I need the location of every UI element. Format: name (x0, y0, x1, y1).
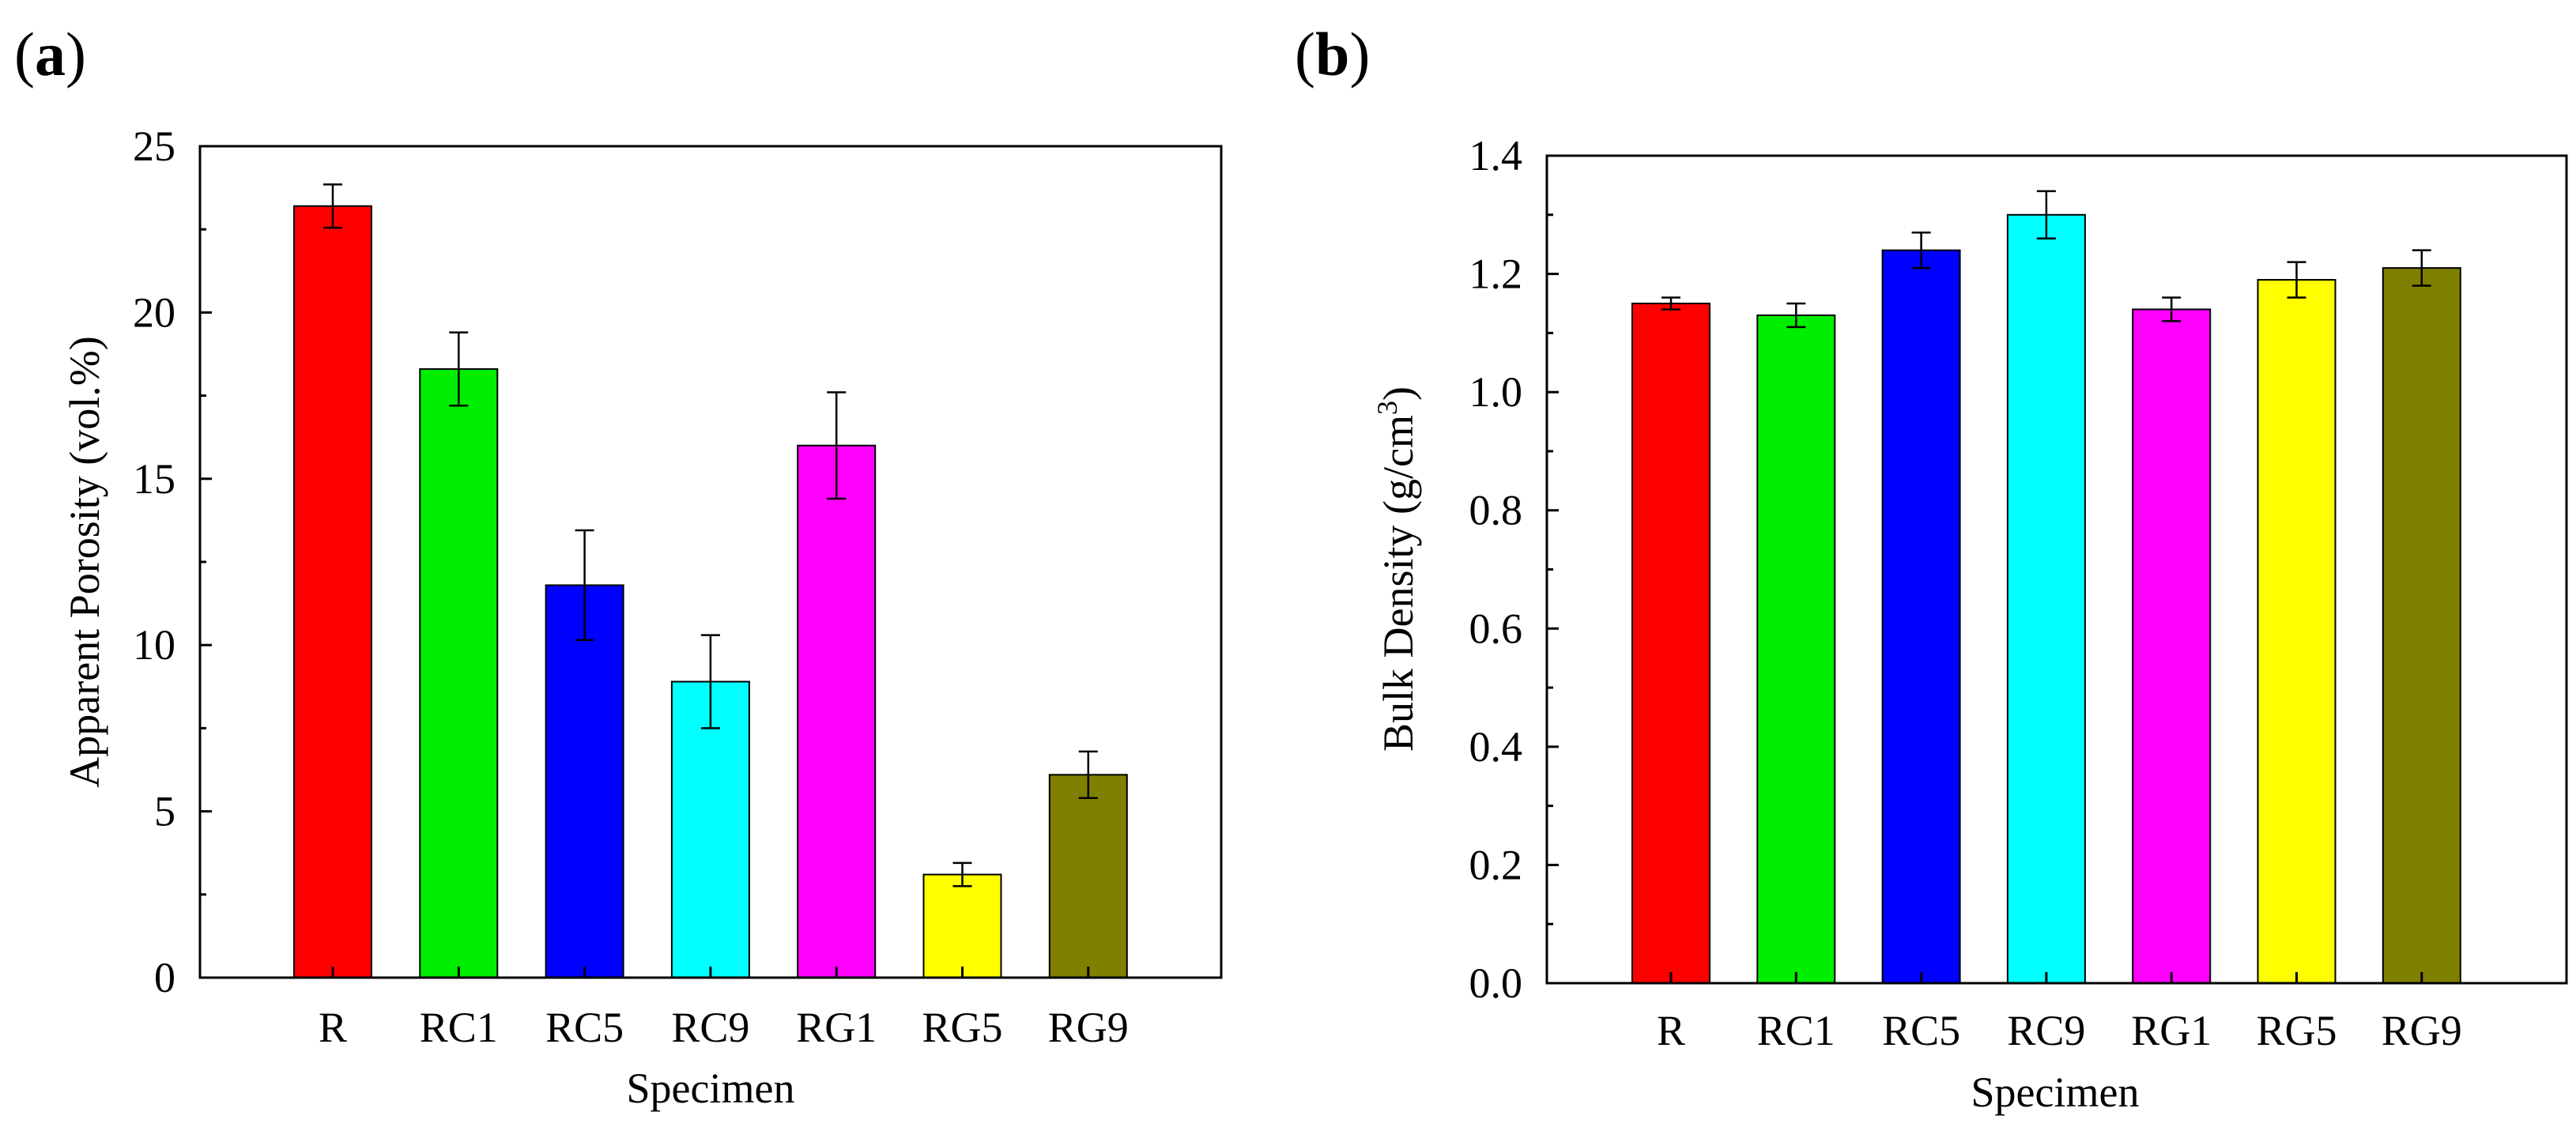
x-tick-label-rg9: RG9 (2382, 1007, 2462, 1054)
panel-b-bars (1631, 213, 2461, 985)
bar-rg1 (2132, 308, 2212, 984)
x-tick-label-rg1: RG1 (796, 1004, 877, 1051)
panel-a-y-ticks: 0 5 10 15 20 25 (133, 122, 1090, 1001)
y-tick-label: 1.0 (1469, 368, 1523, 416)
x-tick-label-r: R (1657, 1007, 1685, 1054)
y-tick-label: 1.2 (1469, 251, 1523, 298)
panel-b-y-ticks: 0.0 0.2 0.4 0.6 0.8 1.0 1.2 1.4 (1469, 132, 2423, 1007)
x-tick-label-rc5: RC5 (1882, 1007, 1960, 1054)
panel-b-y-axis-title-sup: 3 (1371, 401, 1403, 415)
y-tick-label: 0.4 (1469, 723, 1523, 771)
bar-rc1 (419, 368, 499, 979)
y-tick-label: 15 (133, 455, 175, 503)
panel-b-y-axis-title-main: Bulk Density (g/cm (1375, 415, 1422, 752)
x-tick-label-r: R (319, 1004, 347, 1051)
x-tick-label-rc1: RC1 (1757, 1007, 1835, 1054)
y-tick-label: 25 (133, 122, 175, 170)
y-tick-label: 5 (154, 788, 175, 835)
bar-rg5 (2257, 279, 2337, 984)
x-tick-label-rg9: RG9 (1048, 1004, 1129, 1051)
y-tick-label: 1.4 (1469, 132, 1523, 179)
x-tick-label-rc1: RC1 (420, 1004, 498, 1051)
panel-a: (a) 0 5 10 15 20 25 R RC1 RC5 RC9 RG1 RG5 RG9 Speci… (14, 20, 1223, 1112)
panel-a-x-tick-labels: R RC1 RC5 RC9 RG1 RG5 RG9 (319, 1004, 1129, 1051)
panel-b-y-axis-title: Bulk Density (g/cm3) (1371, 386, 1422, 752)
panel-a-error-bars (323, 183, 1098, 888)
y-tick-label: 10 (133, 621, 175, 669)
y-tick-label: 0.2 (1469, 841, 1523, 888)
x-tick-label-rg1: RG1 (2131, 1007, 2212, 1054)
y-tick-label: 20 (133, 288, 175, 336)
panel-a-bars (293, 205, 1128, 979)
panel-b-x-tick-labels: R RC1 RC5 RC9 RG1 RG5 RG9 (1657, 1007, 2462, 1054)
bar-rg1 (797, 444, 877, 978)
panel-a-label: (a) (14, 20, 86, 89)
bar-rg5 (922, 873, 1002, 978)
y-tick-label: 0.8 (1469, 487, 1523, 534)
panel-a-x-axis-title: Specimen (627, 1065, 795, 1112)
x-tick-label-rc9: RC9 (2007, 1007, 2085, 1054)
panel-b-x-axis-title: Specimen (1971, 1069, 2140, 1116)
bar-r (293, 205, 372, 978)
y-tick-label: 0 (154, 954, 175, 1001)
bar-rc1 (1756, 314, 1836, 984)
y-tick-label: 0.0 (1469, 959, 1523, 1007)
bar-rc9 (2006, 213, 2086, 984)
bar-rc9 (670, 680, 750, 978)
panel-b-error-bars (1661, 190, 2431, 329)
x-tick-label-rg5: RG5 (922, 1004, 1002, 1051)
bar-rc5 (1881, 249, 1961, 984)
x-tick-label-rc5: RC5 (545, 1004, 624, 1051)
y-tick-label: 0.6 (1469, 605, 1523, 652)
bar-rg9 (1048, 774, 1128, 978)
panel-b-label: (b) (1295, 20, 1370, 89)
x-tick-label-rc9: RC9 (671, 1004, 749, 1051)
bar-r (1631, 302, 1710, 984)
x-tick-label-rg5: RG5 (2256, 1007, 2337, 1054)
panel-b-y-axis-title-end: ) (1375, 386, 1422, 401)
panel-b: (b) 0.00.20.40.60.81.01.21.4 R RC1 RC5 RC9 R… (1295, 20, 2568, 1116)
bar-rg9 (2382, 267, 2461, 985)
panel-a-y-axis-title: Apparent Porosity (vol.%) (61, 336, 108, 787)
bar-rc5 (545, 584, 624, 978)
